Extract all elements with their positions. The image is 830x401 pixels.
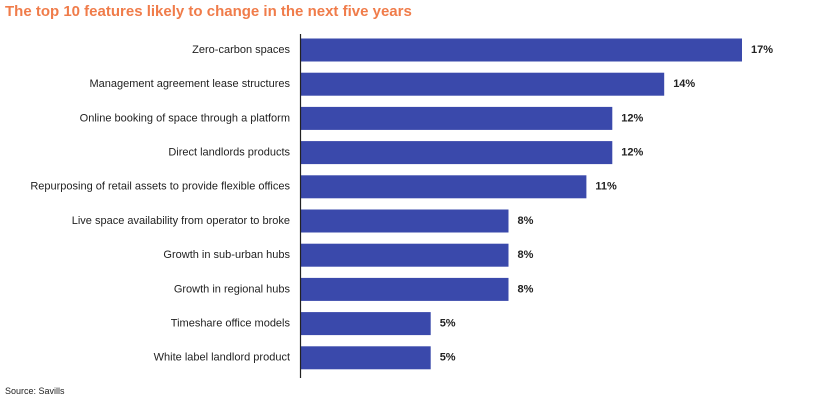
value-label: 14% — [673, 78, 695, 90]
bars-group: Zero-carbon spaces 17% Management agreemen… — [30, 38, 773, 370]
value-label: 17% — [751, 44, 773, 56]
category-label: Timeshare office models — [171, 318, 291, 330]
category-label: Online booking of space through a platfo… — [80, 112, 290, 124]
category-label: Repurposing of retail assets to provide … — [30, 181, 290, 193]
category-label: Live space availability from operator to… — [72, 215, 290, 227]
value-label: 12% — [621, 112, 643, 124]
value-label: 11% — [595, 181, 617, 193]
bar — [301, 312, 431, 336]
bar — [301, 346, 431, 370]
bar — [301, 209, 509, 233]
value-label: 5% — [440, 352, 456, 364]
category-label: Growth in sub-urban hubs — [163, 249, 290, 261]
value-label: 8% — [518, 283, 534, 295]
bar — [301, 243, 509, 267]
bar — [301, 106, 613, 130]
bar — [301, 175, 587, 199]
category-label: White label landlord product — [154, 352, 290, 364]
value-label: 12% — [621, 147, 643, 159]
value-label: 8% — [518, 249, 534, 261]
category-label: Direct landlords products — [168, 147, 290, 159]
source-note: Source: Savills — [5, 386, 65, 396]
category-label: Management agreement lease structures — [89, 78, 290, 90]
value-label: 8% — [518, 215, 534, 227]
category-label: Zero-carbon spaces — [192, 44, 290, 56]
bar — [301, 141, 613, 165]
bar — [301, 72, 665, 96]
category-label: Growth in regional hubs — [174, 283, 291, 295]
chart-title: The top 10 features likely to change in … — [5, 3, 412, 20]
bar — [301, 38, 742, 62]
bar — [301, 277, 509, 301]
value-label: 5% — [440, 318, 456, 330]
